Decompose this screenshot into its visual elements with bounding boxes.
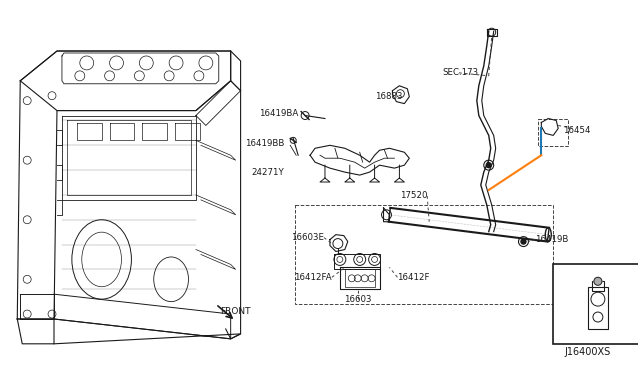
Bar bbox=[295, 205, 553, 304]
Circle shape bbox=[486, 163, 492, 168]
Circle shape bbox=[594, 277, 602, 285]
Bar bbox=[592, 281, 604, 291]
Text: 16441X: 16441X bbox=[572, 324, 605, 333]
Text: 16412FA: 16412FA bbox=[294, 273, 332, 282]
Circle shape bbox=[521, 239, 526, 244]
Text: SEC.173: SEC.173 bbox=[442, 68, 478, 77]
Text: 16412F: 16412F bbox=[397, 273, 430, 282]
Text: 16419BA: 16419BA bbox=[259, 109, 298, 118]
Text: 16419BB: 16419BB bbox=[245, 139, 284, 148]
Bar bbox=[538, 119, 568, 146]
Bar bbox=[553, 264, 640, 344]
Text: 17520: 17520 bbox=[400, 192, 427, 201]
Text: 16603E: 16603E bbox=[291, 233, 324, 242]
Text: 16419B: 16419B bbox=[536, 235, 569, 244]
Text: FRONT: FRONT bbox=[220, 307, 250, 315]
Text: 16454: 16454 bbox=[563, 126, 591, 135]
Bar bbox=[588, 287, 608, 329]
Text: 16883: 16883 bbox=[374, 92, 402, 101]
Text: 24271Y: 24271Y bbox=[252, 168, 284, 177]
Text: J16400XS: J16400XS bbox=[565, 347, 611, 357]
Text: 16603: 16603 bbox=[344, 295, 371, 304]
